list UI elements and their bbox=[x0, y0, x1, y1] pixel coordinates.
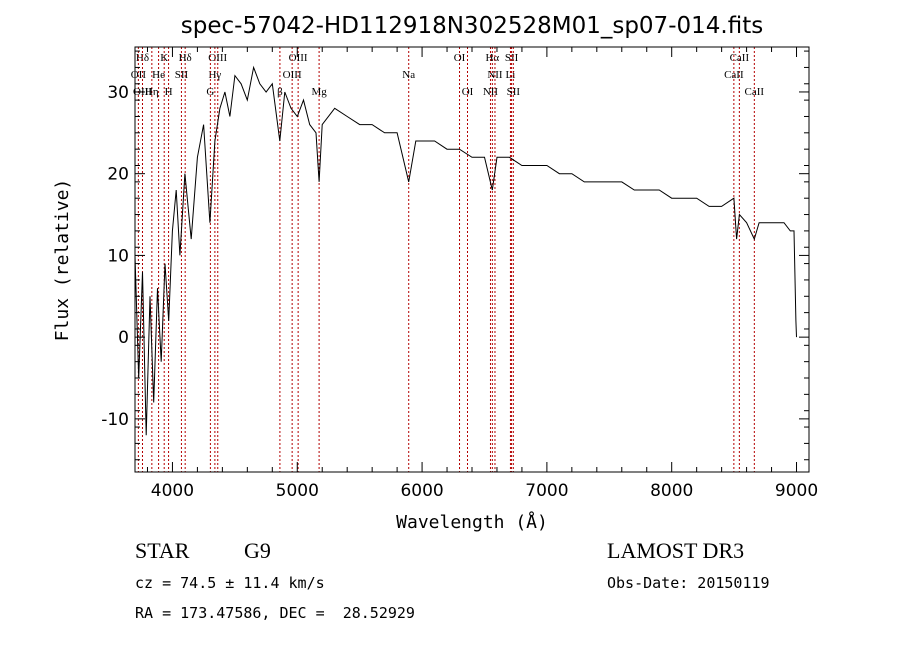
chart-title: spec-57042-HD112918N302528M01_sp07-014.f… bbox=[181, 13, 763, 39]
axis-ticks: 4000 5000 6000 7000 8000 9000 -10 0 10 20 30 bbox=[101, 47, 818, 501]
line-label: Mg bbox=[311, 86, 327, 98]
line-label: SII bbox=[507, 86, 521, 98]
redshift-cz: cz = 74.5 ± 11.4 km/s bbox=[135, 574, 325, 592]
line-label: K bbox=[160, 52, 168, 64]
y-tick-label: 30 bbox=[107, 83, 129, 103]
x-tick-label: 7000 bbox=[525, 481, 568, 501]
x-tick-label: 6000 bbox=[400, 481, 443, 501]
line-label: NII bbox=[483, 86, 499, 98]
y-tick-label: 20 bbox=[107, 165, 129, 185]
survey-name: LAMOST DR3 bbox=[607, 538, 745, 563]
line-markers: Hδ K Hδ OIII OIII OI Hα SII CaII OII He SII Hγ OIII Na… bbox=[131, 47, 765, 472]
coordinates: RA = 173.47586, DEC = 28.52929 bbox=[135, 604, 415, 622]
line-label: Na bbox=[402, 69, 415, 81]
line-label: Hη bbox=[145, 86, 159, 98]
line-label: Hδ bbox=[136, 52, 149, 64]
line-label: CaII bbox=[724, 69, 744, 81]
x-tick-label: 4000 bbox=[151, 481, 194, 501]
object-class: STAR bbox=[135, 538, 190, 563]
line-label: Li bbox=[506, 69, 516, 81]
spectrum-line bbox=[134, 65, 797, 436]
line-label: OI bbox=[462, 86, 474, 98]
line-label: Hδ bbox=[179, 52, 192, 64]
line-label: β bbox=[277, 86, 283, 98]
line-label: SII bbox=[175, 69, 189, 81]
line-label: Hγ bbox=[208, 69, 221, 81]
x-tick-label: 9000 bbox=[775, 481, 818, 501]
line-label: NII bbox=[487, 69, 503, 81]
x-axis-label: Wavelength (Å) bbox=[396, 511, 548, 533]
plot-frame bbox=[134, 46, 810, 473]
line-label: He bbox=[152, 69, 165, 81]
x-tick-label: 5000 bbox=[276, 481, 319, 501]
y-tick-label: 0 bbox=[118, 328, 129, 348]
line-label: OIII bbox=[283, 69, 302, 81]
object-subclass: G9 bbox=[244, 538, 271, 563]
x-tick-label: 8000 bbox=[650, 481, 693, 501]
line-label: SII bbox=[505, 52, 519, 64]
line-label: H bbox=[165, 86, 173, 98]
line-label: OI bbox=[454, 52, 466, 64]
y-tick-label: -10 bbox=[101, 410, 129, 430]
y-tick-label: 10 bbox=[107, 246, 129, 266]
y-axis-label: Flux (relative) bbox=[52, 179, 73, 342]
line-label: OIII bbox=[208, 52, 227, 64]
line-label: OIII bbox=[289, 52, 308, 64]
line-label: CaII bbox=[730, 52, 750, 64]
line-label: OII bbox=[131, 69, 147, 81]
line-label: CaII bbox=[745, 86, 765, 98]
line-label: Hα bbox=[485, 52, 499, 64]
line-label: G bbox=[206, 86, 214, 98]
observation-date: Obs-Date: 20150119 bbox=[607, 574, 770, 592]
